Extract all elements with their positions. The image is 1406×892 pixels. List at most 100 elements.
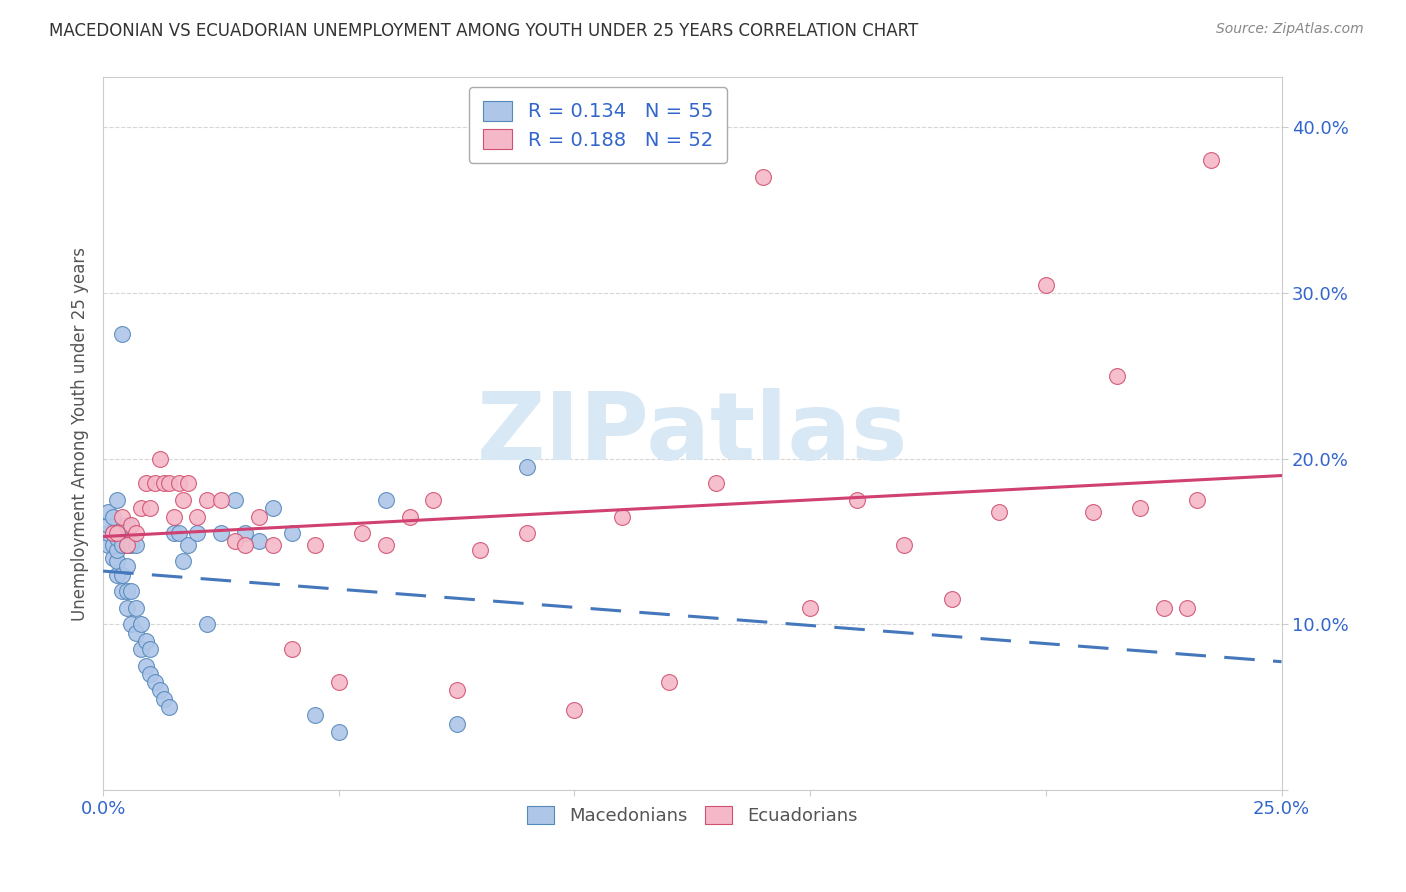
Point	[139, 501, 162, 516]
Point	[125, 526, 148, 541]
Point	[186, 509, 208, 524]
Text: MACEDONIAN VS ECUADORIAN UNEMPLOYMENT AMONG YOUTH UNDER 25 YEARS CORRELATION CHA: MACEDONIAN VS ECUADORIAN UNEMPLOYMENT AM…	[49, 22, 918, 40]
Point	[115, 517, 138, 532]
Point	[105, 542, 128, 557]
Point	[111, 327, 134, 342]
Point	[328, 725, 350, 739]
Point	[143, 675, 166, 690]
Point	[280, 526, 302, 541]
Point	[139, 667, 162, 681]
Point	[115, 600, 138, 615]
Point	[195, 492, 218, 507]
Point	[105, 531, 128, 545]
Point	[224, 492, 246, 507]
Text: ZIPatlas: ZIPatlas	[477, 388, 908, 480]
Point	[97, 538, 120, 552]
Point	[101, 526, 124, 541]
Point	[115, 559, 138, 574]
Point	[1081, 504, 1104, 518]
Point	[163, 526, 186, 541]
Point	[846, 492, 869, 507]
Point	[153, 476, 176, 491]
Point	[893, 538, 915, 552]
Point	[129, 642, 152, 657]
Point	[135, 476, 157, 491]
Point	[233, 526, 256, 541]
Point	[97, 526, 120, 541]
Point	[157, 700, 180, 714]
Point	[262, 501, 284, 516]
Point	[1129, 501, 1152, 516]
Point	[352, 526, 374, 541]
Point	[149, 451, 172, 466]
Point	[280, 642, 302, 657]
Point	[233, 538, 256, 552]
Text: Source: ZipAtlas.com: Source: ZipAtlas.com	[1216, 22, 1364, 37]
Point	[149, 683, 172, 698]
Point	[125, 538, 148, 552]
Point	[120, 517, 142, 532]
Point	[115, 538, 138, 552]
Point	[115, 584, 138, 599]
Point	[111, 509, 134, 524]
Point	[1035, 277, 1057, 292]
Point	[120, 584, 142, 599]
Point	[247, 534, 270, 549]
Point	[115, 538, 138, 552]
Point	[111, 584, 134, 599]
Point	[120, 538, 142, 552]
Point	[135, 658, 157, 673]
Point	[1185, 492, 1208, 507]
Point	[153, 691, 176, 706]
Point	[105, 567, 128, 582]
Point	[516, 526, 538, 541]
Point	[101, 526, 124, 541]
Point	[374, 492, 396, 507]
Point	[111, 567, 134, 582]
Point	[398, 509, 420, 524]
Y-axis label: Unemployment Among Youth under 25 years: Unemployment Among Youth under 25 years	[72, 247, 89, 621]
Point	[157, 476, 180, 491]
Point	[129, 501, 152, 516]
Point	[105, 526, 128, 541]
Point	[172, 492, 194, 507]
Point	[105, 554, 128, 568]
Point	[129, 617, 152, 632]
Point	[799, 600, 821, 615]
Point	[516, 459, 538, 474]
Point	[125, 625, 148, 640]
Point	[1105, 368, 1128, 383]
Point	[167, 526, 190, 541]
Point	[135, 633, 157, 648]
Point	[195, 617, 218, 632]
Point	[422, 492, 444, 507]
Point	[658, 675, 681, 690]
Point	[101, 509, 124, 524]
Point	[97, 517, 120, 532]
Point	[101, 551, 124, 566]
Point	[177, 476, 200, 491]
Point	[1199, 153, 1222, 168]
Point	[446, 716, 468, 731]
Point	[125, 600, 148, 615]
Point	[564, 703, 586, 717]
Point	[143, 476, 166, 491]
Point	[139, 642, 162, 657]
Point	[105, 492, 128, 507]
Point	[101, 538, 124, 552]
Point	[247, 509, 270, 524]
Point	[186, 526, 208, 541]
Point	[304, 538, 326, 552]
Point	[209, 492, 232, 507]
Point	[470, 542, 492, 557]
Point	[163, 509, 186, 524]
Point	[328, 675, 350, 690]
Point	[446, 683, 468, 698]
Point	[97, 504, 120, 518]
Point	[111, 538, 134, 552]
Point	[374, 538, 396, 552]
Point	[987, 504, 1010, 518]
Point	[262, 538, 284, 552]
Point	[752, 169, 775, 184]
Point	[224, 534, 246, 549]
